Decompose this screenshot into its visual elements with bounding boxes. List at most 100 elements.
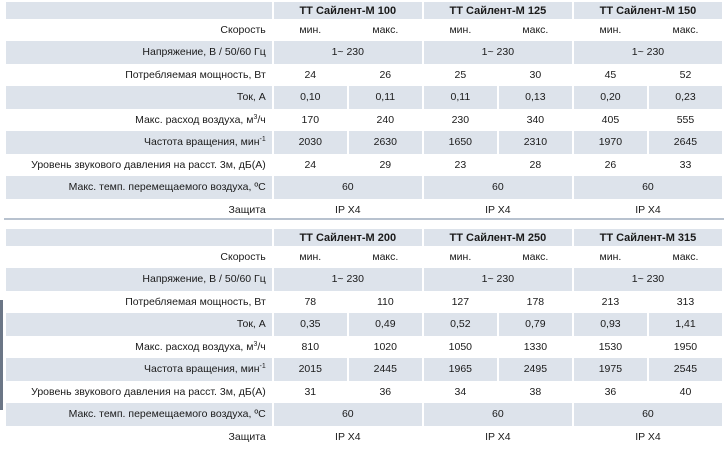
speed-max: макс. [522, 24, 549, 36]
speed-min: мин. [599, 251, 622, 263]
row-label: Напряжение, В / 50/60 Гц [6, 268, 272, 291]
rpm-row: Частота вращения, мин-1 2015 2445 1965 2… [6, 358, 722, 381]
model-header-row: ТТ Сайлент-М 100 ТТ Сайлент-М 125 ТТ Сай… [6, 2, 722, 19]
model-name: ТТ Сайлент-М 150 [573, 2, 722, 19]
cell-value: 178 [526, 295, 545, 308]
noise-row: Уровень звукового давления на расст. 3м,… [6, 154, 722, 177]
cell-value: 0,79 [498, 313, 572, 336]
cell-value: 2545 [648, 358, 722, 381]
temp-row: Макс. темп. перемещаемого воздуха, ºС 60… [6, 176, 722, 199]
current-row: Ток, А 0,10 0,11 0,11 0,13 0,20 0,23 [6, 86, 722, 109]
row-label: Ток, А [6, 313, 272, 336]
cell-value: 2310 [498, 131, 572, 154]
cell-value: 0,93 [573, 313, 647, 336]
airflow-row: Макс. расход воздуха, м3/ч 170 240 230 3… [6, 109, 722, 132]
speed-min: мин. [299, 24, 322, 36]
cell-value: 60 [423, 176, 572, 199]
cell-value: 31 [304, 385, 317, 398]
voltage-value: 1~ 230 [573, 268, 722, 291]
cell-value: 45 [604, 68, 617, 81]
cell-value: 24 [304, 68, 317, 81]
row-label: Уровень звукового давления на расст. 3м,… [31, 385, 266, 398]
row-label: Макс. расход воздуха, м3/ч [135, 113, 266, 126]
cell-value: 2030 [273, 131, 347, 154]
voltage-value: 1~ 230 [423, 41, 572, 64]
cell-value: 213 [601, 295, 620, 308]
cell-value: 29 [379, 158, 392, 171]
cell-value: 0,11 [423, 86, 497, 109]
cell-value: 60 [423, 403, 572, 426]
model-name: ТТ Сайлент-М 125 [423, 2, 572, 19]
current-row: Ток, А 0,35 0,49 0,52 0,79 0,93 1,41 [6, 313, 722, 336]
cell-value: 23 [454, 158, 467, 171]
cell-value: 313 [676, 295, 695, 308]
cell-value: 36 [604, 385, 617, 398]
cell-value: 2495 [498, 358, 572, 381]
power-row: Потребляемая мощность, Вт 78 110 127 178… [6, 291, 722, 314]
cell-value: 2445 [348, 358, 422, 381]
voltage-value: 1~ 230 [273, 41, 422, 64]
spec-table-2: ТТ Сайлент-М 200 ТТ Сайлент-М 250 ТТ Сай… [4, 229, 724, 448]
row-label: Скорость [220, 251, 266, 263]
airflow-row: Макс. расход воздуха, м3/ч 810 1020 1050… [6, 336, 722, 359]
cell-value: 230 [451, 113, 470, 126]
speed-min: мин. [449, 251, 472, 263]
cell-value: IP X4 [485, 430, 511, 443]
cell-value: 240 [376, 113, 395, 126]
page-edge-mark [0, 300, 3, 410]
voltage-value: 1~ 230 [573, 41, 722, 64]
protection-row: Защита IP X4 IP X4 IP X4 [6, 199, 722, 222]
cell-value: 1965 [423, 358, 497, 381]
voltage-row: Напряжение, В / 50/60 Гц 1~ 230 1~ 230 1… [6, 268, 722, 291]
speed-max: макс. [372, 24, 399, 36]
header-blank-cell [6, 2, 272, 19]
row-label: Макс. расход воздуха, м3/ч [135, 340, 266, 353]
cell-value: 60 [573, 176, 722, 199]
table-separator [4, 218, 724, 220]
cell-value: 170 [301, 113, 320, 126]
cell-value: 405 [601, 113, 620, 126]
cell-value: 555 [676, 113, 695, 126]
cell-value: 24 [304, 158, 317, 171]
row-label: Защита [228, 430, 266, 443]
speed-min: мин. [449, 24, 472, 36]
cell-value: 30 [529, 68, 542, 81]
speed-row: Скорость мин. макс. мин. макс. мин. макс… [6, 19, 722, 41]
cell-value: 1330 [523, 340, 548, 353]
row-label: Потребляемая мощность, Вт [125, 295, 266, 308]
cell-value: 2015 [273, 358, 347, 381]
cell-value: 28 [529, 158, 542, 171]
cell-value: 78 [304, 295, 317, 308]
cell-value: 810 [301, 340, 320, 353]
speed-max: макс. [672, 251, 699, 263]
cell-value: 2645 [648, 131, 722, 154]
cell-value: 26 [379, 68, 392, 81]
row-label: Частота вращения, мин-1 [6, 131, 272, 154]
speed-max: макс. [372, 251, 399, 263]
voltage-row: Напряжение, В / 50/60 Гц 1~ 230 1~ 230 1… [6, 41, 722, 64]
model-name: ТТ Сайлент-М 200 [273, 229, 422, 246]
cell-value: IP X4 [635, 430, 661, 443]
cell-value: 0,10 [273, 86, 347, 109]
row-label: Защита [228, 203, 266, 216]
cell-value: 0,35 [273, 313, 347, 336]
row-label: Уровень звукового давления на расст. 3м,… [31, 158, 266, 171]
protection-row: Защита IP X4 IP X4 IP X4 [6, 426, 722, 449]
cell-value: 40 [679, 385, 692, 398]
cell-value: 52 [679, 68, 692, 81]
cell-value: IP X4 [335, 430, 361, 443]
model-name: ТТ Сайлент-М 250 [423, 229, 572, 246]
cell-value: 110 [376, 295, 394, 308]
voltage-value: 1~ 230 [273, 268, 422, 291]
header-blank-cell [6, 229, 272, 246]
row-label: Макс. темп. перемещаемого воздуха, ºС [6, 176, 272, 199]
cell-value: IP X4 [485, 203, 511, 216]
cell-value: 0,11 [348, 86, 422, 109]
cell-value: 1950 [673, 340, 698, 353]
voltage-value: 1~ 230 [423, 268, 572, 291]
cell-value: 0,49 [348, 313, 422, 336]
row-label: Скорость [220, 24, 266, 36]
temp-row: Макс. темп. перемещаемого воздуха, ºС 60… [6, 403, 722, 426]
rpm-row: Частота вращения, мин-1 2030 2630 1650 2… [6, 131, 722, 154]
cell-value: 340 [526, 113, 545, 126]
